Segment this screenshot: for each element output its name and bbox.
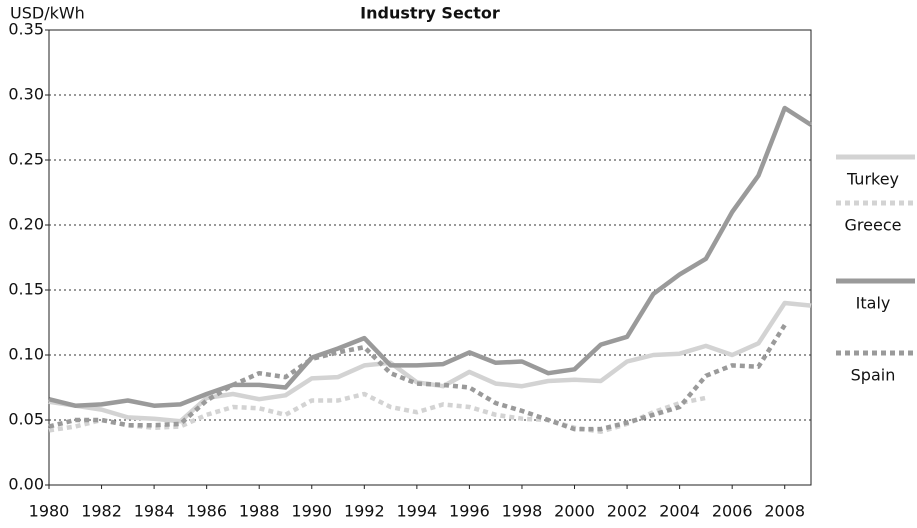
x-tick-label: 2006	[712, 502, 753, 521]
x-tick-label: 1992	[344, 502, 385, 521]
x-tick-label: 1980	[29, 502, 70, 521]
series-line	[48, 391, 707, 434]
x-tick-label: 1988	[239, 502, 280, 521]
legend-label: Italy	[856, 294, 891, 313]
legend-label: Turkey	[846, 170, 899, 189]
x-tick-label: 1996	[449, 502, 490, 521]
legend-label: Greece	[845, 216, 902, 235]
x-tick-label: 2000	[554, 502, 595, 521]
x-tick-label: 1986	[186, 502, 227, 521]
plot-area	[48, 29, 812, 486]
y-tick-label: 0.00	[8, 475, 44, 494]
y-axis-label: USD/kWh	[10, 4, 85, 23]
y-tick-label: 0.15	[8, 280, 44, 299]
y-tick-label: 0.25	[8, 150, 44, 169]
legend-label: Spain	[851, 366, 896, 385]
x-tick-label: 1984	[134, 502, 175, 521]
y-tick-label: 0.10	[8, 345, 44, 364]
series-line	[48, 323, 787, 432]
y-tick-label: 0.35	[8, 20, 44, 39]
chart-title: Industry Sector	[360, 4, 500, 23]
x-tick-label: 2004	[659, 502, 700, 521]
y-tick-label: 0.20	[8, 215, 44, 234]
x-tick-label: 1998	[502, 502, 543, 521]
x-tick-label: 1982	[81, 502, 122, 521]
series-line	[48, 105, 813, 408]
x-tick-label: 1990	[291, 502, 332, 521]
y-tick-label: 0.30	[8, 85, 44, 104]
x-tick-label: 2008	[764, 502, 805, 521]
y-tick-label: 0.05	[8, 410, 44, 429]
x-tick-label: 2002	[607, 502, 648, 521]
x-tick-label: 1994	[397, 502, 438, 521]
